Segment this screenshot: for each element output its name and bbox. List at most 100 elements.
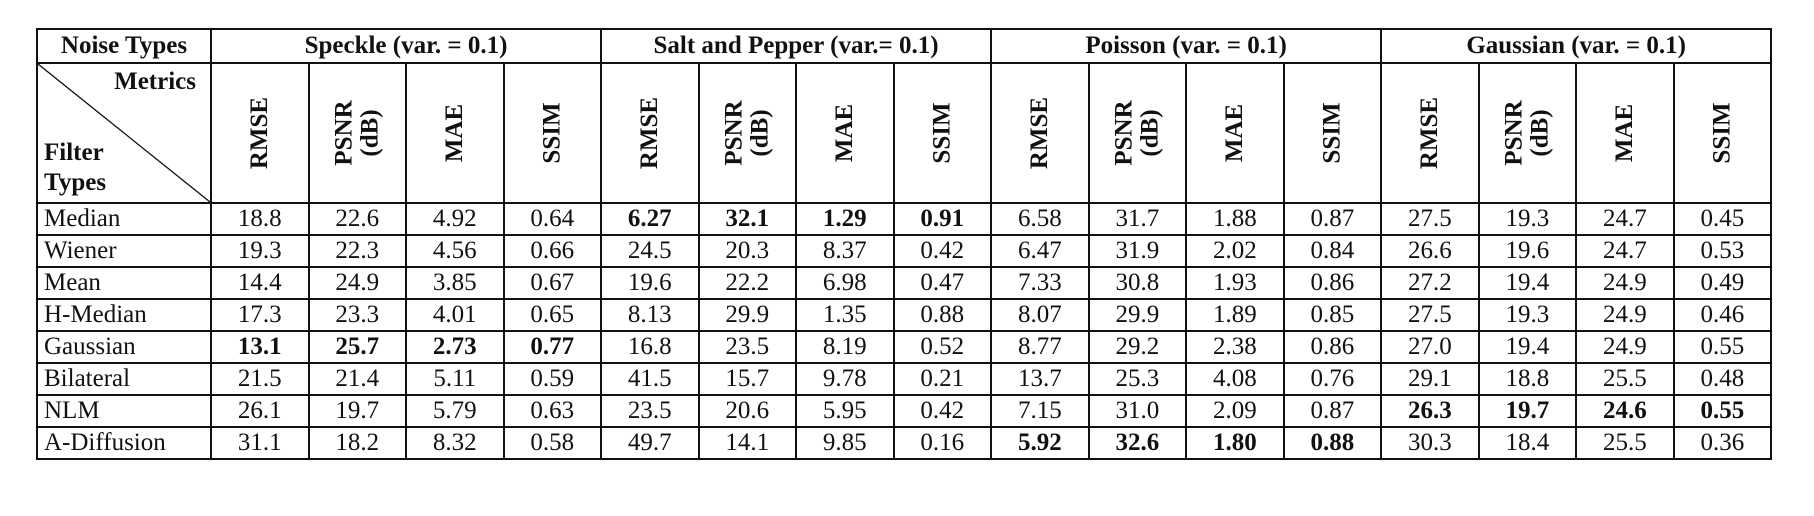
value-cell: 0.84	[1282, 234, 1383, 268]
metric-header: RMSE	[600, 62, 700, 204]
value-cell: 31.0	[1087, 394, 1188, 428]
value-cell: 15.7	[697, 362, 798, 396]
value-cell: 8.07	[990, 298, 1090, 332]
value-cell: 2.02	[1185, 234, 1285, 268]
value-cell: 2.38	[1185, 330, 1285, 364]
value-cell: 0.42	[892, 394, 993, 428]
value-cell: 16.8	[600, 330, 700, 364]
value-cell: 0.86	[1282, 330, 1383, 364]
filter-name-cell: Bilateral	[36, 362, 212, 396]
value-cell: 5.79	[405, 394, 505, 428]
value-cell: 0.65	[502, 298, 603, 332]
metric-header: PSNR (dB)	[1477, 62, 1578, 204]
value-cell: 0.55	[1672, 394, 1773, 428]
value-cell: 30.8	[1087, 266, 1188, 300]
value-cell: 5.95	[795, 394, 895, 428]
value-cell: 0.59	[502, 362, 603, 396]
filter-name-cell: Median	[36, 202, 212, 236]
value-cell: 9.78	[795, 362, 895, 396]
value-cell: 24.7	[1575, 202, 1675, 236]
value-cell: 30.3	[1380, 426, 1480, 460]
filter-name-cell: A-Diffusion	[36, 426, 212, 460]
value-cell: 0.42	[892, 234, 993, 268]
value-cell: 26.1	[210, 394, 310, 428]
metric-header: PSNR (dB)	[697, 62, 798, 204]
table-row: Mean 14.4 24.9 3.85 0.67 19.6 22.2 6.98 0.47 7.33…	[36, 266, 1773, 300]
value-cell: 3.85	[405, 266, 505, 300]
metric-header-label: SSIM	[1318, 102, 1346, 164]
metric-header-label: SSIM	[928, 102, 956, 164]
table-row: H-Median 17.3 23.3 4.01 0.65 8.13 29.9 1.35 0.88…	[36, 298, 1773, 332]
value-cell: 0.63	[502, 394, 603, 428]
value-cell: 19.7	[1477, 394, 1578, 428]
metric-header: SSIM	[1672, 62, 1773, 204]
value-cell: 23.3	[307, 298, 407, 332]
value-cell: 22.2	[697, 266, 798, 300]
value-cell: 31.7	[1087, 202, 1188, 236]
value-cell: 0.53	[1672, 234, 1773, 268]
metric-header: SSIM	[502, 62, 603, 204]
value-cell: 4.56	[405, 234, 505, 268]
value-cell: 21.5	[210, 362, 310, 396]
value-cell: 49.7	[600, 426, 700, 460]
value-cell: 8.32	[405, 426, 505, 460]
metric-header: SSIM	[1282, 62, 1383, 204]
value-cell: 8.77	[990, 330, 1090, 364]
value-cell: 4.01	[405, 298, 505, 332]
metric-header-row: Metrics Filter Types RMSE PSNR (dB) MAE SSI…	[36, 62, 1773, 204]
value-cell: 19.7	[307, 394, 407, 428]
value-cell: 18.8	[1477, 362, 1578, 396]
filter-name-cell: Gaussian	[36, 330, 212, 364]
metric-header-label: PSNR (dB)	[720, 99, 774, 166]
metric-header-label: RMSE	[1025, 96, 1053, 170]
value-cell: 0.52	[892, 330, 993, 364]
value-cell: 4.92	[405, 202, 505, 236]
value-cell: 0.86	[1282, 266, 1383, 300]
value-cell: 6.98	[795, 266, 895, 300]
value-cell: 0.45	[1672, 202, 1773, 236]
value-cell: 4.08	[1185, 362, 1285, 396]
metric-header: PSNR (dB)	[1087, 62, 1188, 204]
table-row: Bilateral 21.5 21.4 5.11 0.59 41.5 15.7 9.78 0.2…	[36, 362, 1773, 396]
value-cell: 24.9	[307, 266, 407, 300]
metric-header: RMSE	[210, 62, 310, 204]
corner-metrics-label: Metrics	[114, 68, 196, 95]
metric-header: SSIM	[892, 62, 993, 204]
filter-name-cell: NLM	[36, 394, 212, 428]
value-cell: 24.6	[1575, 394, 1675, 428]
value-cell: 17.3	[210, 298, 310, 332]
value-cell: 25.3	[1087, 362, 1188, 396]
value-cell: 1.80	[1185, 426, 1285, 460]
filter-name-cell: Mean	[36, 266, 212, 300]
table-row: A-Diffusion 31.1 18.2 8.32 0.58 49.7 14.1 9.85 0…	[36, 426, 1773, 460]
group-header-salt-pepper: Salt and Pepper (var.= 0.1)	[600, 28, 993, 64]
value-cell: 25.7	[307, 330, 407, 364]
value-cell: 24.9	[1575, 330, 1675, 364]
value-cell: 7.15	[990, 394, 1090, 428]
value-cell: 2.73	[405, 330, 505, 364]
value-cell: 23.5	[697, 330, 798, 364]
metric-header: MAE	[795, 62, 895, 204]
value-cell: 24.9	[1575, 266, 1675, 300]
value-cell: 1.89	[1185, 298, 1285, 332]
value-cell: 13.7	[990, 362, 1090, 396]
value-cell: 0.88	[1282, 426, 1383, 460]
value-cell: 5.92	[990, 426, 1090, 460]
value-cell: 0.88	[892, 298, 993, 332]
value-cell: 9.85	[795, 426, 895, 460]
table-row: NLM 26.1 19.7 5.79 0.63 23.5 20.6 5.95 0.42 7.15 3…	[36, 394, 1773, 428]
metric-header: MAE	[1575, 62, 1675, 204]
group-header-speckle: Speckle (var. = 0.1)	[209, 28, 603, 64]
value-cell: 25.5	[1575, 426, 1675, 460]
value-cell: 18.4	[1477, 426, 1578, 460]
value-cell: 18.2	[307, 426, 407, 460]
metric-header-label: PSNR (dB)	[1110, 99, 1164, 166]
value-cell: 0.67	[502, 266, 603, 300]
group-header-row: Noise Types Speckle (var. = 0.1) Salt an…	[36, 28, 1773, 64]
value-cell: 29.9	[697, 298, 798, 332]
value-cell: 20.3	[697, 234, 798, 268]
value-cell: 14.1	[697, 426, 798, 460]
value-cell: 5.11	[405, 362, 505, 396]
metric-header-label: PSNR (dB)	[330, 99, 384, 166]
metric-header: PSNR (dB)	[307, 62, 407, 204]
